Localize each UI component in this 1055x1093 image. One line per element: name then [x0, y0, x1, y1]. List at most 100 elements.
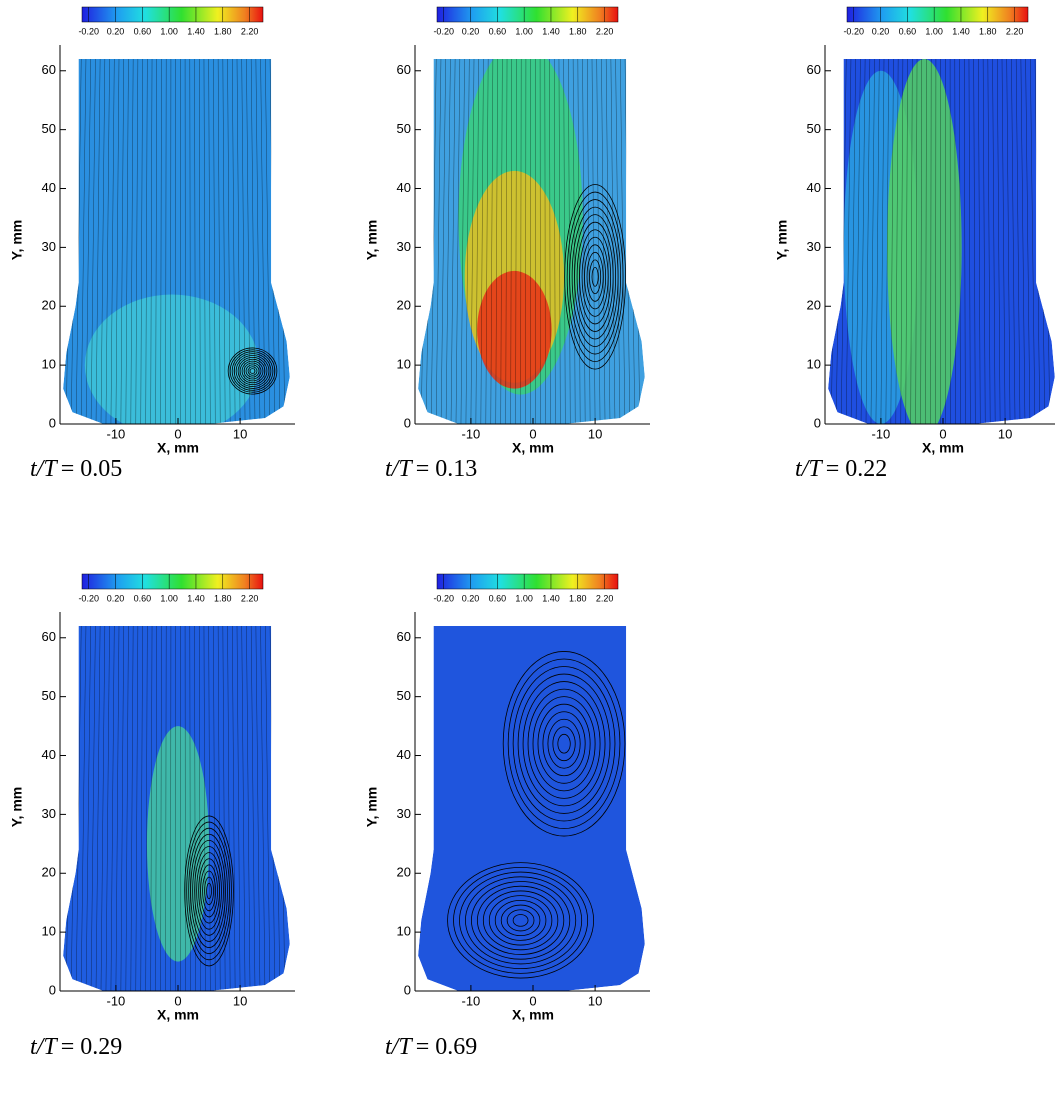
vortex-streamline [249, 368, 256, 374]
streamline [865, 59, 871, 424]
streamline [450, 59, 456, 424]
vortex-streamline [227, 347, 278, 395]
streamline [959, 59, 961, 424]
x-tick-label: -10 [461, 426, 480, 441]
y-tick-label: 30 [42, 806, 56, 821]
y-tick-label: 20 [397, 298, 411, 313]
panel: 0 10 20 30 40 50 60 -10 0 10 X, mm Y, mm -0.20 0.20 0.… [364, 573, 650, 1060]
vortex-streamline [184, 815, 234, 967]
vortex-streamline [512, 666, 616, 822]
streamline [610, 59, 616, 424]
x-tick-label: -10 [461, 993, 480, 1008]
x-tick-label: -10 [871, 426, 890, 441]
y-tick-label: 40 [397, 180, 411, 195]
vortex-streamline [194, 846, 224, 936]
colorbar-tick-label: 1.80 [569, 593, 587, 603]
streamline [515, 59, 517, 424]
y-tick-label: 30 [42, 239, 56, 254]
streamline [563, 59, 566, 424]
x-tick-label: -10 [106, 426, 125, 441]
streamline [460, 59, 465, 424]
colorbar-tick-label: -0.20 [433, 593, 454, 603]
streamline [1030, 59, 1036, 424]
panel: 0 10 20 30 40 50 60 -10 0 10 X, mm Y, mm -0.20 0.20 0.… [364, 6, 650, 482]
streamline [80, 59, 87, 424]
y-axis-label: Y, mm [364, 787, 380, 827]
streamline [544, 59, 546, 424]
y-tick-label: 20 [42, 865, 56, 880]
colorbar-tick-label: 0.20 [872, 26, 890, 36]
streamline [203, 626, 206, 991]
vortex-streamline [243, 362, 262, 380]
field-region [146, 726, 210, 962]
vortex-streamline [557, 733, 571, 754]
streamline [978, 59, 981, 424]
streamline [850, 59, 856, 424]
caption: t/T = 0.05 [30, 456, 122, 482]
field-background [418, 626, 645, 991]
colorbar-tick-label: 1.40 [187, 26, 205, 36]
vortex-streamline [522, 681, 606, 807]
streamline [445, 59, 451, 424]
vortex-streamline [527, 688, 601, 799]
y-axis-label: Y, mm [774, 220, 790, 260]
streamline [973, 59, 976, 424]
vortex-streamline [470, 881, 571, 960]
streamline [165, 626, 167, 991]
streamline [246, 626, 251, 991]
y-tick-label: 60 [42, 62, 56, 77]
vortex-streamline [512, 914, 529, 927]
y-tick-label: 40 [807, 180, 821, 195]
y-tick-label: 60 [397, 629, 411, 644]
streamline [90, 626, 96, 991]
vortex-streamline [517, 673, 611, 814]
y-tick-label: 50 [397, 688, 411, 703]
streamline [217, 59, 221, 424]
colorbar-scale [846, 6, 1029, 23]
colorbar-tick-label: 1.80 [214, 593, 232, 603]
colorbar-tick-label: 1.80 [214, 26, 232, 36]
colorbar-tick-label: 2.20 [241, 26, 259, 36]
colorbar-tick-label: 0.60 [489, 593, 507, 603]
vortex-streamline [552, 726, 576, 762]
streamline [208, 59, 211, 424]
x-tick-label: 0 [529, 993, 536, 1008]
streamline [954, 59, 956, 424]
colorbar-tick-label: 1.00 [925, 26, 943, 36]
streamline [1006, 59, 1011, 424]
colorbar-tick-label: 1.80 [569, 26, 587, 36]
y-tick-label: 40 [42, 747, 56, 762]
caption-variable: t/T [795, 456, 823, 482]
y-tick-label: 0 [49, 415, 56, 430]
streamline [75, 59, 82, 424]
vortex-streamline [237, 356, 268, 386]
caption-value: = 0.22 [826, 456, 888, 482]
vortex-streamline [202, 870, 216, 912]
streamline [430, 59, 437, 424]
streamline [115, 59, 120, 424]
y-tick-label: 50 [42, 688, 56, 703]
streamline [620, 59, 626, 424]
streamline [582, 59, 586, 424]
vortex-streamline [507, 658, 621, 829]
streamline [505, 59, 508, 424]
x-axis-label: X, mm [922, 440, 964, 456]
x-tick-label: 10 [588, 426, 602, 441]
vortex-streamline [231, 351, 274, 391]
streamline [475, 59, 479, 424]
y-axis-label: Y, mm [364, 220, 380, 260]
y-tick-label: 10 [42, 924, 56, 939]
streamline [75, 626, 82, 991]
streamline [95, 59, 101, 424]
streamline [480, 59, 484, 424]
vortex-streamline [488, 895, 553, 946]
streamline [198, 626, 201, 991]
y-tick-label: 10 [397, 924, 411, 939]
streamline [189, 59, 191, 424]
y-tick-label: 60 [807, 62, 821, 77]
y-tick-label: 30 [807, 239, 821, 254]
vortex-streamline [453, 866, 589, 974]
vortex-streamline [584, 244, 607, 310]
streamline [100, 59, 106, 424]
x-axis-label: X, mm [157, 1007, 199, 1023]
